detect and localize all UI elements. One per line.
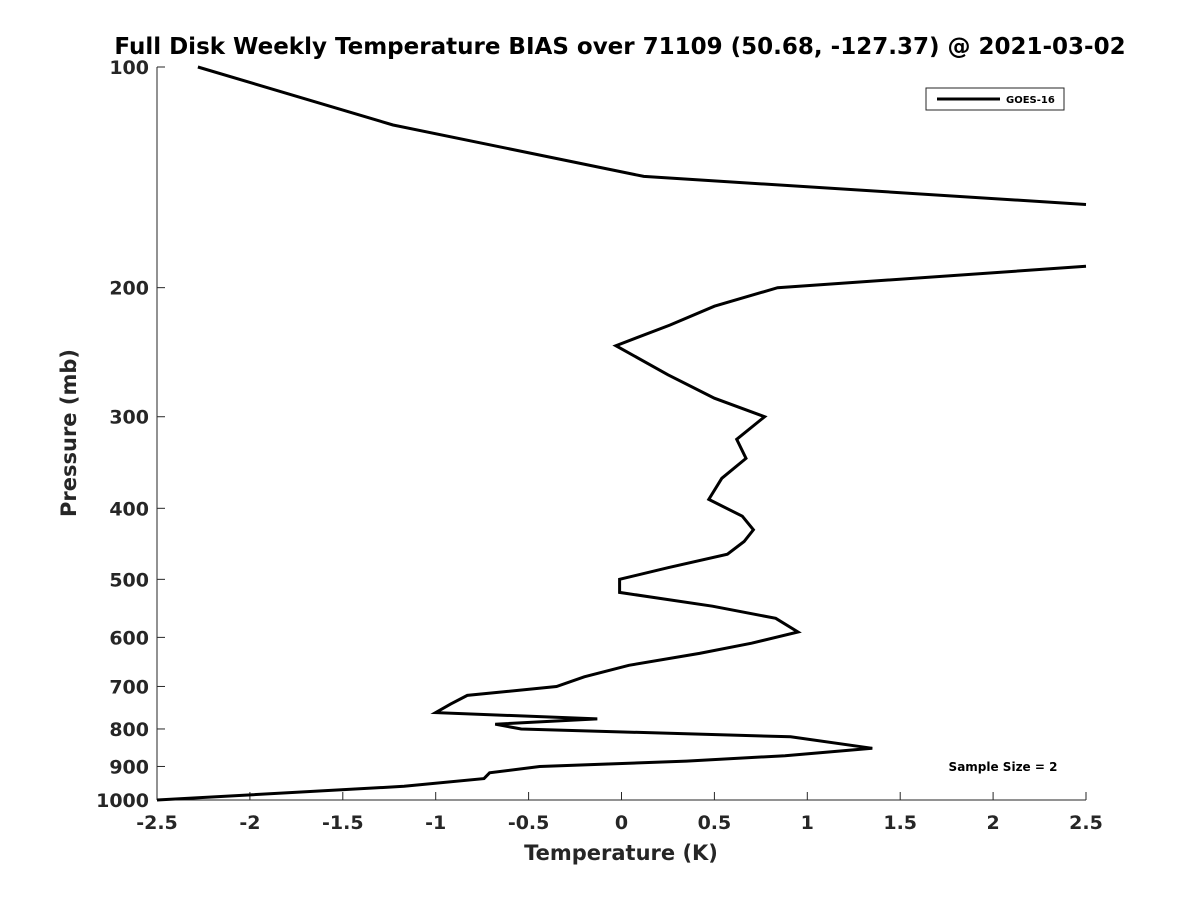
x-tick-label: 1.5 [883,812,917,834]
y-tick-label: 300 [109,407,149,429]
y-tick-label: 100 [109,57,149,79]
y-tick-label: 800 [109,719,149,741]
legend-label-goes-16: GOES-16 [1006,95,1055,106]
x-axis-label: Temperature (K) [524,841,718,865]
y-ticks: 100 200 300 400 500 600 700 800 900 1000 [96,57,165,812]
y-tick-label: 1000 [96,790,149,812]
plot-area: -2.5 -2 -1.5 -1 -0.5 0 0.5 1 1.5 2 2.5 100 200 300 40… [96,57,1103,834]
sample-size-annotation: Sample Size = 2 [949,760,1058,774]
y-tick-label: 200 [109,278,149,300]
x-tick-label: -1.5 [322,812,364,834]
y-tick-label: 900 [109,756,149,778]
legend: GOES-16 [925,87,1065,111]
x-tick-label: -2.5 [136,812,178,834]
x-tick-label: -2 [239,812,260,834]
x-ticks: -2.5 -2 -1.5 -1 -0.5 0 0.5 1 1.5 2 2.5 [136,792,1103,834]
x-tick-label: -1 [425,812,446,834]
y-axis-label: Pressure (mb) [57,349,81,517]
x-tick-label: 2 [986,812,999,834]
series-layer [156,65,1087,802]
x-tick-label: 0.5 [698,812,732,834]
series-line-goes-16 [156,264,1087,802]
chart-title: Full Disk Weekly Temperature BIAS over 7… [114,34,1125,60]
y-tick-label: 700 [109,676,149,698]
series-line-goes-16 [197,65,1087,206]
x-tick-label: -0.5 [508,812,550,834]
y-tick-label: 400 [109,498,149,520]
x-tick-label: 1 [801,812,814,834]
y-tick-label: 600 [109,627,149,649]
x-tick-label: 0 [615,812,628,834]
y-tick-label: 500 [109,569,149,591]
x-tick-label: 2.5 [1069,812,1103,834]
